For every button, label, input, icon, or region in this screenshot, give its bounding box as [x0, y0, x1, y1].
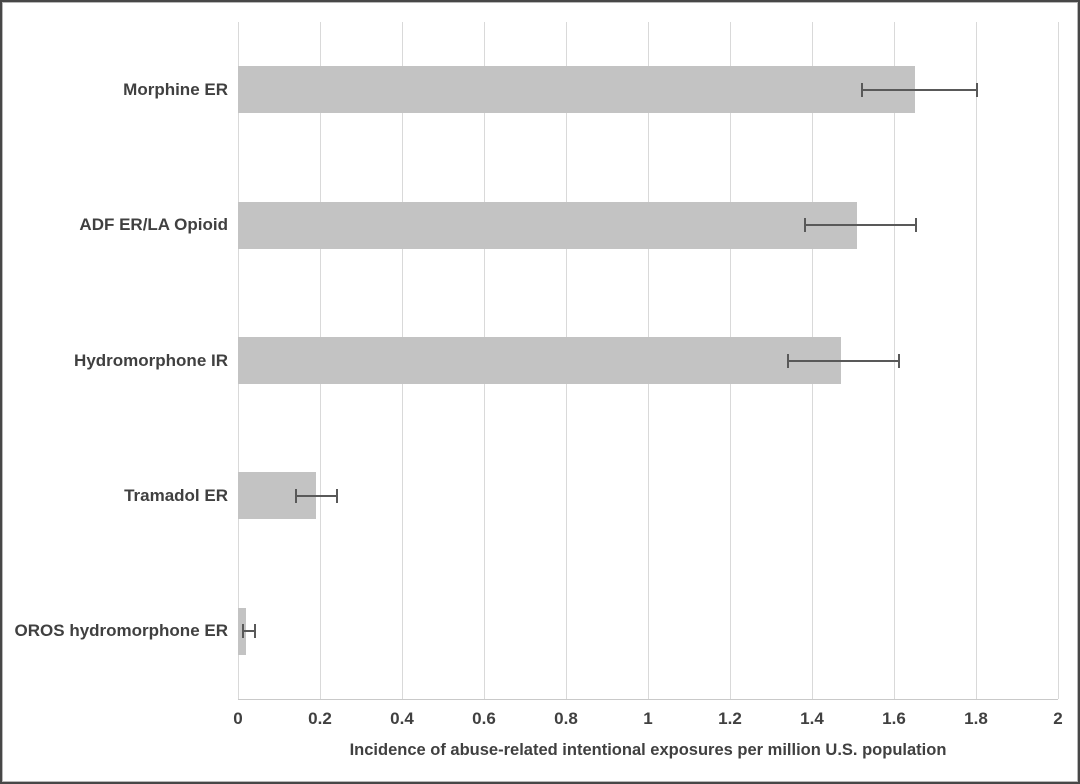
error-bar [861, 89, 976, 91]
error-bar-cap-low [787, 354, 789, 368]
category-label: Tramadol ER [124, 486, 228, 505]
category-label: Hydromorphone IR [74, 351, 228, 370]
x-tick-label: 2 [1053, 709, 1063, 728]
x-tick-label: 0.8 [554, 709, 578, 728]
x-tick-label: 0 [233, 709, 243, 728]
category-label: OROS hydromorphone ER [14, 621, 228, 640]
error-bar-cap-low [242, 624, 244, 638]
x-tick-label: 1.6 [882, 709, 906, 728]
error-bar-cap-low [861, 83, 863, 97]
error-bar [295, 495, 336, 497]
x-axis-line [238, 699, 1058, 700]
error-bar [242, 630, 254, 632]
error-bar [787, 360, 898, 362]
error-bar-cap-high [336, 489, 338, 503]
error-bar-cap-low [804, 218, 806, 232]
plot-area [238, 22, 1059, 700]
error-bar-cap-high [915, 218, 917, 232]
bar [238, 202, 857, 249]
x-axis-title: Incidence of abuse-related intentional e… [349, 741, 947, 759]
error-bar-cap-high [976, 83, 978, 97]
x-tick-label: 0.4 [390, 709, 414, 728]
x-tick-label: 1 [643, 709, 653, 728]
x-tick-label: 1.2 [718, 709, 742, 728]
x-tick-label: 0.6 [472, 709, 496, 728]
error-bar [804, 224, 915, 226]
error-bar-cap-high [254, 624, 256, 638]
error-bar-cap-low [295, 489, 297, 503]
x-tick-label: 1.4 [800, 709, 824, 728]
category-label: ADF ER/LA Opioid [79, 215, 228, 234]
bar [238, 66, 915, 113]
error-bar-cap-high [898, 354, 900, 368]
gridline [976, 22, 977, 699]
x-tick-label: 1.8 [964, 709, 988, 728]
category-label: Morphine ER [123, 80, 228, 99]
x-tick-label: 0.2 [308, 709, 332, 728]
gridline [1058, 22, 1059, 699]
bar [238, 337, 841, 384]
